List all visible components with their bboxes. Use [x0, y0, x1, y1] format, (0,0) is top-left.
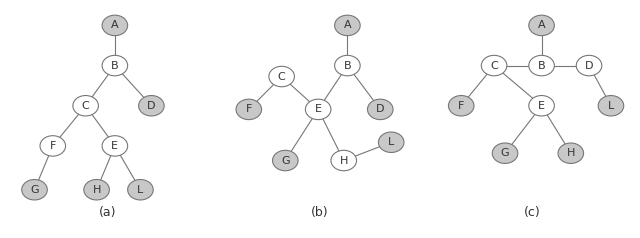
Text: D: D [147, 101, 156, 111]
Text: G: G [30, 185, 39, 195]
Ellipse shape [335, 55, 360, 76]
Text: B: B [344, 61, 351, 71]
Ellipse shape [378, 132, 404, 153]
Text: G: G [500, 148, 509, 158]
Text: C: C [82, 101, 90, 111]
Text: L: L [138, 185, 143, 195]
Ellipse shape [449, 95, 474, 116]
Ellipse shape [127, 179, 153, 200]
Ellipse shape [598, 95, 624, 116]
Ellipse shape [40, 136, 65, 156]
Text: C: C [278, 72, 285, 82]
Text: (c): (c) [524, 206, 541, 219]
Text: F: F [246, 104, 252, 114]
Text: E: E [538, 101, 545, 111]
Text: D: D [585, 61, 593, 71]
Text: E: E [111, 141, 118, 151]
Text: (b): (b) [311, 206, 329, 219]
Text: A: A [344, 20, 351, 30]
Text: H: H [92, 185, 100, 195]
Text: F: F [458, 101, 465, 111]
Ellipse shape [269, 66, 294, 87]
Ellipse shape [22, 179, 47, 200]
Text: B: B [111, 61, 118, 71]
Ellipse shape [529, 15, 554, 36]
Ellipse shape [558, 143, 584, 164]
Text: (a): (a) [99, 206, 116, 219]
Text: D: D [376, 104, 385, 114]
Ellipse shape [273, 150, 298, 171]
Ellipse shape [102, 136, 127, 156]
Text: F: F [49, 141, 56, 151]
Text: L: L [388, 137, 394, 147]
Ellipse shape [529, 95, 554, 116]
Ellipse shape [102, 15, 127, 36]
Ellipse shape [481, 55, 507, 76]
Text: G: G [281, 155, 290, 165]
Ellipse shape [492, 143, 518, 164]
Text: A: A [538, 20, 545, 30]
Text: H: H [340, 155, 348, 165]
Text: A: A [111, 20, 118, 30]
Ellipse shape [73, 95, 99, 116]
Ellipse shape [529, 55, 554, 76]
Ellipse shape [236, 99, 262, 120]
Text: H: H [566, 148, 575, 158]
Ellipse shape [305, 99, 331, 120]
Ellipse shape [576, 55, 602, 76]
Ellipse shape [331, 150, 356, 171]
Ellipse shape [139, 95, 164, 116]
Text: E: E [315, 104, 322, 114]
Ellipse shape [84, 179, 109, 200]
Ellipse shape [367, 99, 393, 120]
Text: C: C [490, 61, 498, 71]
Ellipse shape [102, 55, 127, 76]
Text: L: L [608, 101, 614, 111]
Text: B: B [538, 61, 545, 71]
Ellipse shape [335, 15, 360, 36]
